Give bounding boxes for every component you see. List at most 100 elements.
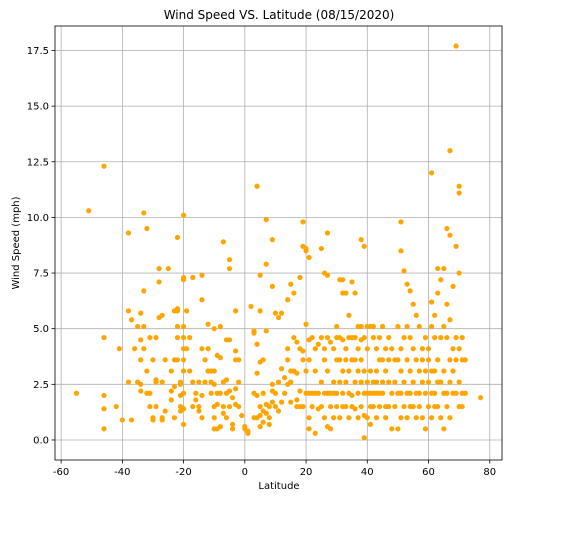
scatter-point bbox=[205, 321, 211, 327]
scatter-point bbox=[453, 390, 459, 396]
scatter-point bbox=[199, 392, 205, 399]
scatter-point bbox=[144, 368, 150, 374]
scatter-point bbox=[141, 346, 147, 352]
scatter-point bbox=[419, 379, 425, 385]
scatter-point bbox=[315, 390, 321, 396]
scatter-point bbox=[138, 388, 144, 394]
scatter-point bbox=[220, 239, 226, 245]
scatter-point bbox=[193, 390, 199, 396]
scatter-point bbox=[266, 421, 272, 427]
scatter-point bbox=[303, 248, 309, 254]
scatter-point bbox=[407, 390, 413, 396]
scatter-point bbox=[257, 412, 263, 419]
scatter-point bbox=[379, 323, 386, 330]
scatter-point bbox=[410, 403, 416, 410]
scatter-point bbox=[190, 274, 196, 281]
scatter-point bbox=[168, 397, 174, 403]
scatter-point bbox=[441, 426, 447, 432]
scatter-point bbox=[165, 265, 171, 272]
scatter-point bbox=[364, 346, 370, 352]
scatter-point bbox=[162, 357, 168, 363]
scatter-point bbox=[444, 301, 450, 307]
scatter-point bbox=[266, 403, 272, 410]
scatter-point bbox=[199, 297, 205, 303]
scatter-point bbox=[340, 390, 346, 396]
scatter-point bbox=[101, 334, 107, 341]
scatter-point bbox=[447, 379, 453, 385]
scatter-point bbox=[150, 357, 156, 363]
scatter-point bbox=[128, 317, 135, 323]
scatter-point bbox=[208, 390, 214, 396]
scatter-point bbox=[128, 417, 135, 423]
scatter-point bbox=[187, 334, 193, 341]
scatter-point bbox=[358, 403, 364, 410]
scatter-point bbox=[352, 379, 358, 385]
scatter-point bbox=[174, 357, 181, 363]
scatter-point bbox=[306, 254, 312, 261]
x-tick-label: 60 bbox=[422, 467, 435, 478]
scatter-point bbox=[401, 268, 407, 274]
scatter-point bbox=[441, 265, 447, 272]
scatter-point bbox=[266, 415, 272, 421]
scatter-point bbox=[404, 357, 410, 363]
scatter-point bbox=[340, 277, 346, 283]
scatter-point bbox=[294, 339, 300, 345]
scatter-point bbox=[260, 357, 266, 363]
scatter-point bbox=[196, 403, 202, 410]
scatter-point bbox=[376, 334, 383, 341]
scatter-point bbox=[373, 346, 380, 352]
scatter-point bbox=[113, 403, 119, 410]
scatter-point bbox=[184, 308, 190, 314]
scatter-point bbox=[428, 415, 435, 421]
scatter-point bbox=[386, 357, 392, 363]
scatter-point bbox=[425, 379, 432, 385]
scatter-point bbox=[398, 346, 404, 352]
scatter-point bbox=[389, 390, 395, 396]
scatter-point bbox=[306, 426, 312, 432]
y-tick-label: 12.5 bbox=[27, 157, 49, 168]
scatter-point bbox=[404, 415, 410, 421]
scatter-point bbox=[432, 368, 438, 374]
scatter-point bbox=[456, 190, 462, 196]
scatter-point bbox=[236, 379, 242, 385]
scatter-point bbox=[383, 415, 389, 421]
scatter-point bbox=[447, 317, 453, 323]
scatter-point bbox=[294, 370, 300, 376]
scatter-point bbox=[386, 403, 392, 410]
x-tick-label: -40 bbox=[114, 467, 130, 478]
scatter-point bbox=[309, 334, 315, 341]
scatter-point bbox=[416, 403, 422, 410]
scatter-point bbox=[101, 163, 107, 169]
scatter-point bbox=[425, 357, 432, 363]
y-tick-label: 17.5 bbox=[27, 46, 49, 57]
scatter-point bbox=[331, 415, 337, 421]
y-tick-label: 0.0 bbox=[33, 435, 49, 446]
scatter-point bbox=[229, 395, 236, 401]
scatter-point bbox=[435, 357, 441, 363]
scatter-point bbox=[285, 297, 291, 303]
scatter-point bbox=[453, 43, 459, 49]
scatter-point bbox=[324, 368, 331, 374]
scatter-point bbox=[211, 381, 217, 387]
scatter-point bbox=[438, 415, 444, 421]
scatter-point bbox=[331, 346, 337, 352]
scatter-point bbox=[168, 388, 174, 394]
scatter-point bbox=[239, 412, 245, 419]
x-tick-label: 20 bbox=[300, 467, 313, 478]
scatter-point bbox=[159, 417, 165, 423]
scatter-point bbox=[226, 403, 233, 410]
scatter-point bbox=[138, 357, 144, 363]
scatter-point bbox=[444, 225, 450, 232]
scatter-point bbox=[116, 346, 122, 352]
scatter-point bbox=[303, 368, 309, 374]
scatter-point bbox=[428, 170, 435, 176]
scatter-point bbox=[419, 415, 425, 421]
scatter-point bbox=[453, 334, 459, 341]
scatter-point bbox=[251, 330, 257, 336]
scatter-point bbox=[217, 390, 223, 396]
scatter-point bbox=[135, 323, 141, 330]
scatter-point bbox=[217, 424, 223, 430]
scatter-point bbox=[364, 415, 370, 421]
scatter-point bbox=[236, 403, 242, 410]
